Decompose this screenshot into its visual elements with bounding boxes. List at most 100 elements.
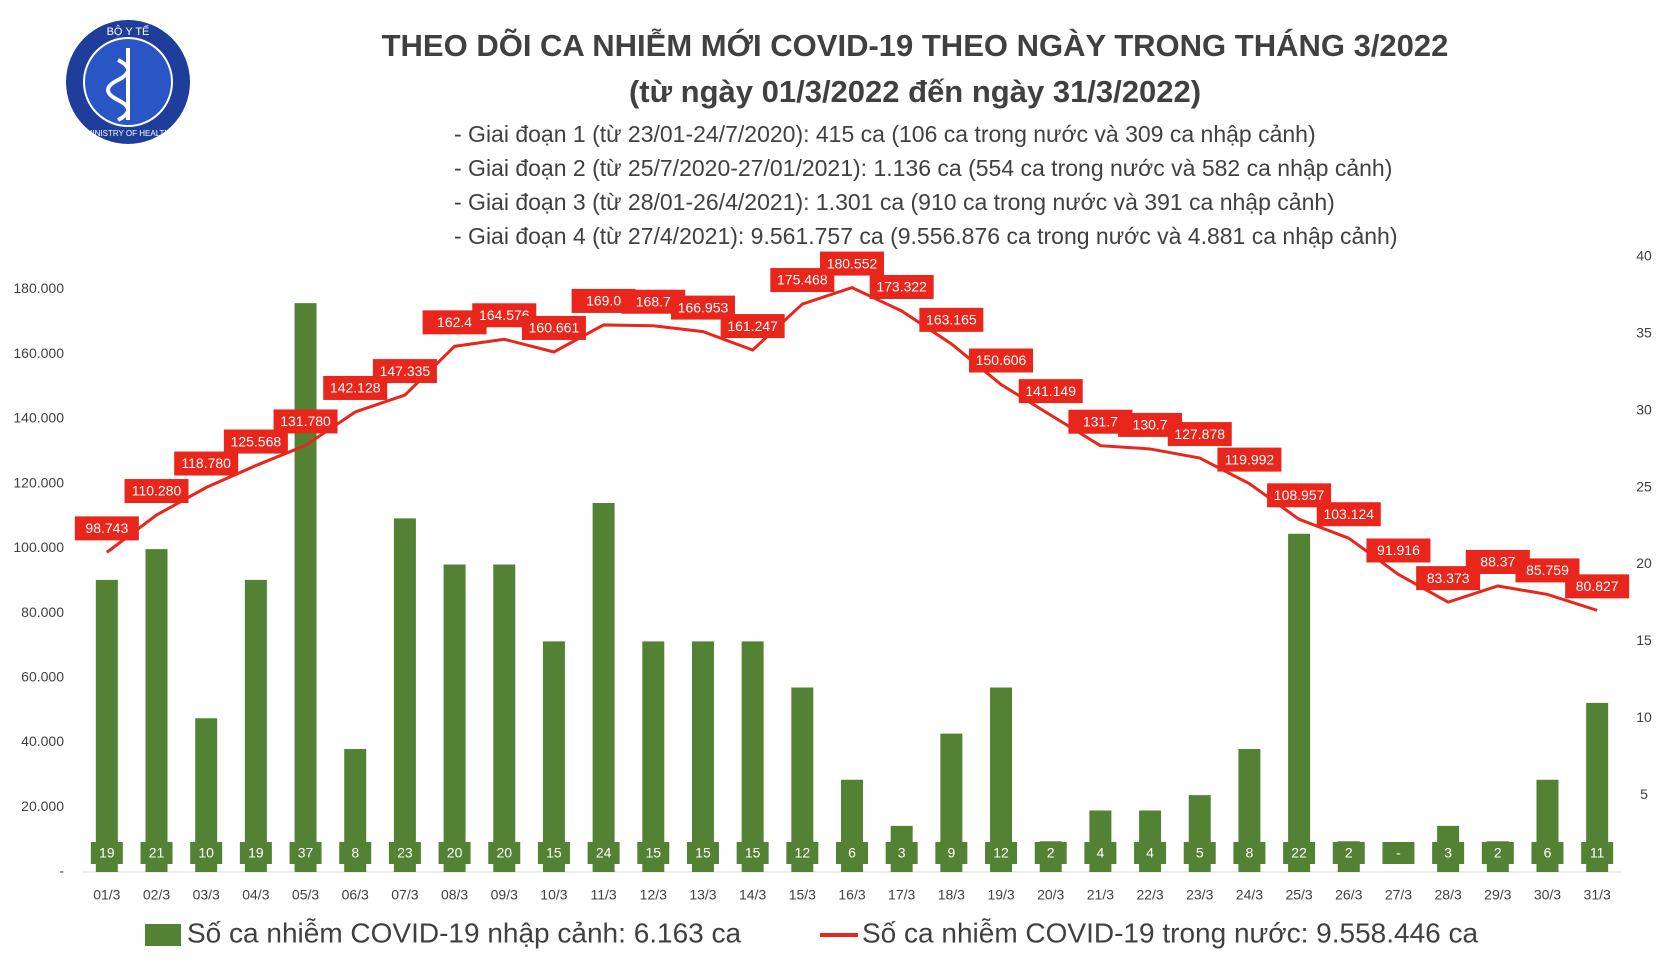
bar-value-label: 4 [1096, 845, 1104, 861]
bar-value-label: 12 [993, 845, 1009, 861]
line-value-label: 160.661 [529, 320, 580, 336]
y-tick-label: 20.000 [21, 798, 64, 814]
y2-tick-label: 20 [1636, 555, 1652, 571]
line-value-label: 175.468 [777, 272, 828, 288]
line-value-label: 83.373 [1427, 570, 1470, 586]
x-tick-label: 07/3 [391, 887, 418, 903]
x-tick-label: 24/3 [1236, 887, 1263, 903]
line-label-bg [273, 409, 338, 434]
line-value-label: 147.335 [380, 363, 431, 379]
bar-value-label: 20 [496, 845, 512, 861]
x-tick-label: 02/3 [143, 887, 170, 903]
y-tick-label: 40.000 [21, 733, 64, 749]
bar-label-bg [190, 842, 223, 864]
line-label-bg [124, 479, 189, 504]
bar-value-label: 8 [1246, 845, 1254, 861]
line-value-label: 162.4 [437, 314, 472, 330]
y-tick-label: 140.000 [13, 410, 64, 426]
line-label-bg [223, 429, 288, 454]
x-tick-label: 04/3 [242, 887, 269, 903]
bar-label-bg [587, 842, 620, 864]
line-label-bg [74, 516, 139, 541]
bar [95, 579, 118, 872]
line-label-bg [1565, 574, 1630, 599]
y2-tick-label: 25 [1636, 478, 1652, 494]
line-value-label: 166.953 [678, 299, 729, 315]
y2-tick-label: 15 [1636, 632, 1652, 648]
line-label-bg [820, 251, 884, 276]
bar-value-label: 2 [1494, 845, 1502, 861]
x-tick-label: 30/3 [1534, 887, 1561, 903]
y-tick-label: 80.000 [21, 604, 64, 620]
bar [940, 733, 963, 872]
bar-label-bg [1382, 842, 1415, 864]
bar-value-label: 3 [1444, 845, 1452, 861]
bar-value-label: 5 [1196, 845, 1204, 861]
legend-label: Số ca nhiễm COVID-19 trong nước: 9.558.4… [862, 917, 1479, 948]
bar [443, 564, 466, 872]
logo-top: BỘ Y TẾ [107, 25, 150, 38]
bar-value-label: 19 [248, 845, 264, 861]
bar [294, 303, 317, 872]
x-tick-label: 16/3 [838, 887, 865, 903]
x-tick-label: 26/3 [1335, 887, 1362, 903]
x-tick-label: 14/3 [739, 887, 766, 903]
bar-value-label: 15 [646, 845, 662, 861]
bar [1238, 749, 1261, 872]
legend-swatch [145, 924, 181, 946]
bar-value-label: 12 [795, 845, 811, 861]
x-tick-label: 05/3 [292, 887, 319, 903]
y-tick-label: 160.000 [13, 345, 64, 361]
y2-tick-label: 5 [1640, 786, 1648, 802]
bar [344, 749, 367, 872]
bar-label-bg [537, 842, 570, 864]
bar [741, 641, 764, 872]
bar-value-label: 8 [351, 845, 359, 861]
line-value-label: 91.916 [1377, 542, 1420, 558]
x-tick-label: 29/3 [1484, 887, 1511, 903]
line-value-label: 168.7 [636, 293, 671, 309]
x-tick-label: 08/3 [441, 887, 468, 903]
x-tick-label: 23/3 [1186, 887, 1213, 903]
note: - Giai đoạn 3 (từ 28/01-26/4/2021): 1.30… [454, 189, 1335, 215]
bar [542, 641, 565, 872]
bar-value-label: 24 [596, 845, 612, 861]
bar-label-bg [388, 842, 421, 864]
y-tick-label: 180.000 [13, 280, 64, 296]
line-label-bg [720, 314, 785, 339]
bar [592, 503, 615, 872]
logo: BỘ Y TẾ MINISTRY OF HEALTH [66, 20, 190, 144]
line-value-label: 108.957 [1274, 487, 1325, 503]
x-tick-label: 19/3 [987, 887, 1014, 903]
line-label-bg [1217, 447, 1282, 472]
bar-label-bg [1233, 842, 1266, 864]
bar-value-label: 15 [695, 845, 711, 861]
line [105, 285, 1598, 612]
bar-label-bg [885, 842, 918, 864]
bar-label-bg [140, 842, 173, 864]
y-tick-label: 60.000 [21, 668, 64, 684]
line-value-label: 103.124 [1323, 506, 1374, 522]
bar-label-bg [637, 842, 670, 864]
bar-label-bg [686, 842, 719, 864]
y2-tick-label: 35 [1636, 325, 1652, 341]
x-tick-label: 28/3 [1435, 887, 1462, 903]
line-value-label: 119.992 [1225, 451, 1275, 467]
bar [791, 687, 814, 872]
line-value-label: 110.280 [132, 483, 182, 499]
bar [990, 687, 1013, 872]
line-value-label: 80.827 [1576, 578, 1619, 594]
line-value-label: 98.743 [85, 520, 128, 536]
line-value-label: 127.878 [1174, 426, 1225, 442]
line-value-label: 85.759 [1526, 562, 1569, 578]
line-label-bg [521, 315, 586, 340]
bar-value-label: 2 [1047, 845, 1055, 861]
bar-label-bg [438, 842, 471, 864]
line-value-label: 118.780 [181, 455, 231, 471]
y-tick-label: - [59, 863, 64, 879]
chart-title: THEO DÕI CA NHIỄM MỚI COVID-19 THEO NGÀY… [382, 27, 1449, 63]
x-tick-label: 15/3 [789, 887, 816, 903]
bar-value-label: 6 [1544, 845, 1552, 861]
bar-label-bg [736, 842, 769, 864]
bar [195, 718, 218, 872]
